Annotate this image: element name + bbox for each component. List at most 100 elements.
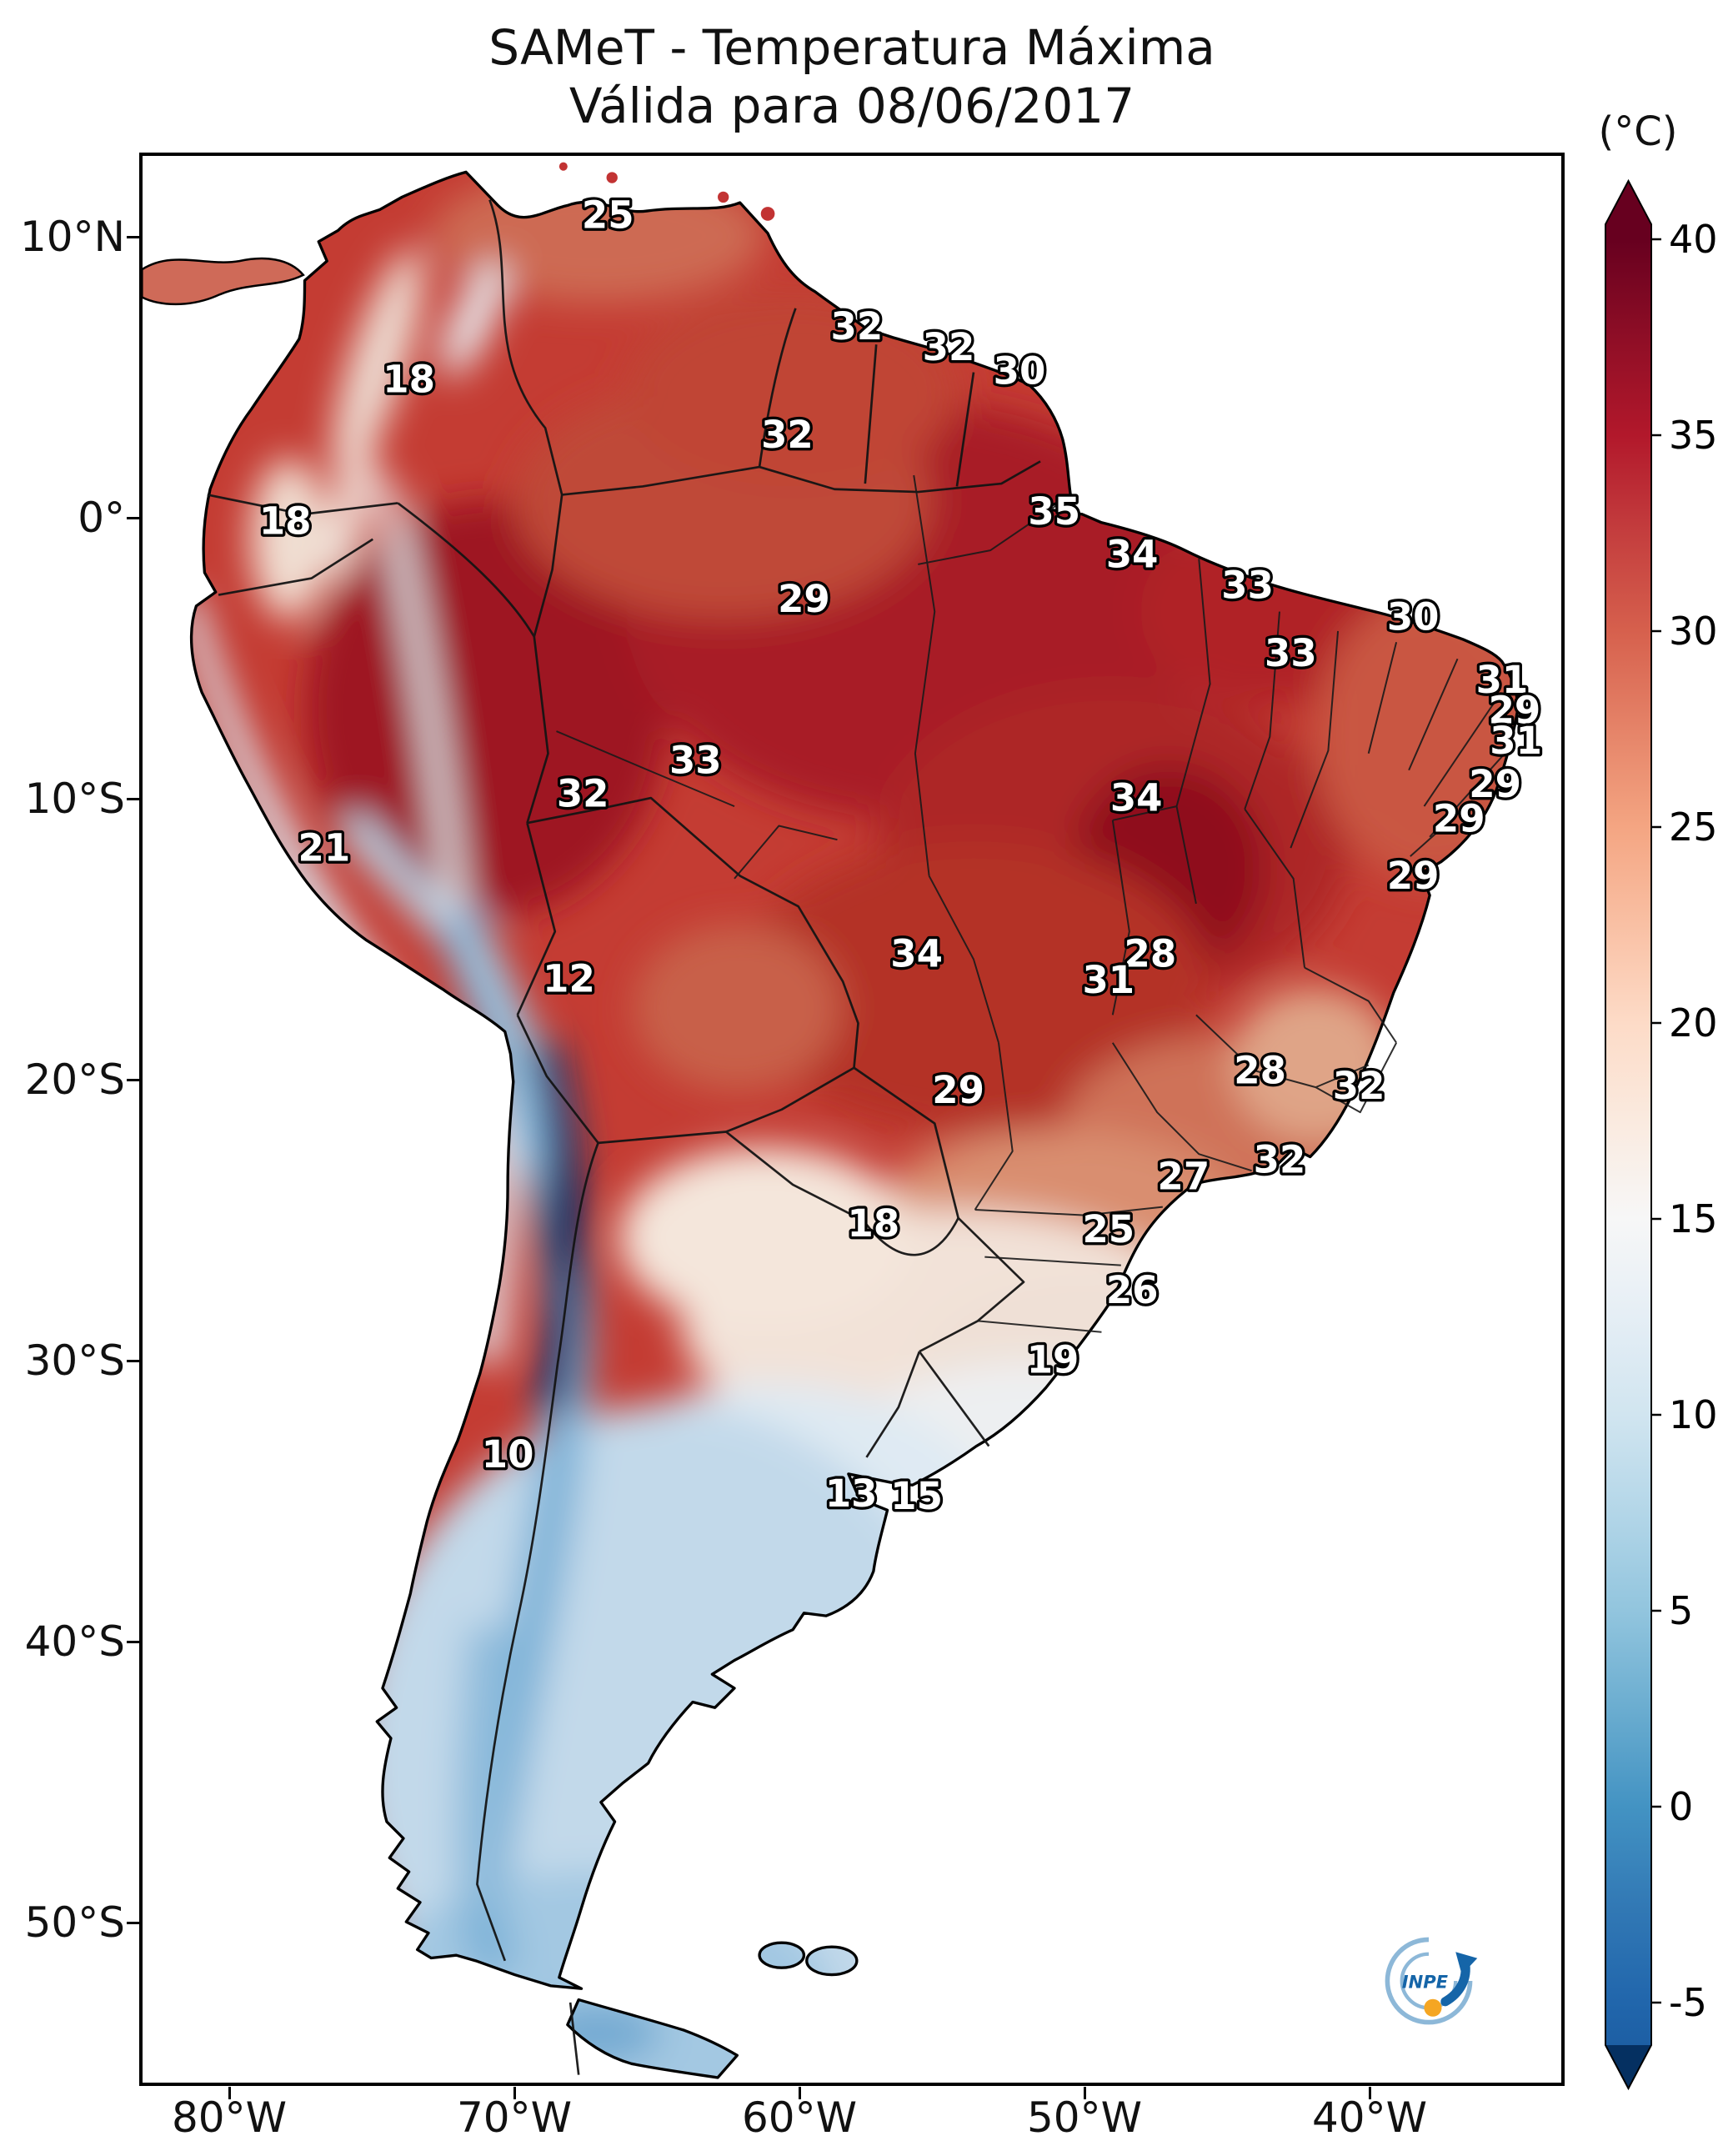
- falkland-island-outline: [758, 1941, 806, 1969]
- y-axis-tick: [127, 236, 139, 238]
- panama-landmass: [141, 162, 775, 306]
- tierra-del-fuego-outline: [566, 1998, 739, 2079]
- coastline: [189, 170, 1520, 2079]
- temp-label: 26: [1106, 1268, 1159, 1312]
- temp-label: 29: [1387, 854, 1440, 898]
- x-axis-label: 40°W: [1311, 2093, 1428, 2142]
- colorbar-tick-label: 25: [1669, 805, 1718, 850]
- temp-label: 15: [890, 1474, 943, 1518]
- temp-label: 29: [1469, 762, 1521, 806]
- y-axis-tick: [127, 517, 139, 519]
- y-axis-tick: [127, 1360, 139, 1362]
- colorbar-tick-label: -5: [1669, 1980, 1707, 2025]
- temp-label: 34: [890, 931, 943, 975]
- temp-label: 18: [383, 357, 435, 401]
- temp-label: 33: [1265, 631, 1317, 675]
- x-axis-tick: [799, 2087, 801, 2099]
- temp-label: 25: [1082, 1207, 1134, 1251]
- temp-label: 32: [1254, 1137, 1306, 1181]
- temp-label: 32: [923, 325, 975, 369]
- temp-label: 29: [778, 577, 830, 621]
- y-axis-label: 20°S: [24, 1055, 125, 1104]
- colorbar-outline: [1605, 179, 1652, 2090]
- temp-label: 29: [932, 1068, 984, 1112]
- y-axis-tick: [127, 1922, 139, 1924]
- temp-label: 18: [259, 499, 312, 544]
- temp-label: 29: [1489, 689, 1541, 733]
- colorbar-over-arrow: [1605, 181, 1651, 224]
- country-borders: [207, 199, 1041, 2075]
- temp-label: 32: [1333, 1064, 1385, 1108]
- colorbar-tick-label: 0: [1669, 1784, 1693, 1829]
- logo-arrowhead: [1455, 1952, 1478, 1975]
- colorbar-gradient: [1605, 224, 1651, 2045]
- temp-label: 33: [1221, 563, 1274, 607]
- falkland-island-outline: [805, 1945, 859, 1977]
- colorbar-tick-label: 20: [1669, 1000, 1718, 1045]
- colorbar-ticks: 40 35 30 25 20 15 10 5 0 -5: [1651, 217, 1718, 2025]
- colorbar-tick-label: 40: [1669, 217, 1718, 262]
- colorbar-tick-label: 15: [1669, 1196, 1718, 1241]
- x-axis-tick: [228, 2087, 231, 2099]
- logo-outer-swirl: [1385, 1937, 1473, 2025]
- colorbar-unit-label: (°C): [1598, 108, 1678, 155]
- colorbar-under-arrow: [1605, 2045, 1651, 2088]
- temp-label: 25: [582, 193, 634, 238]
- colorbar-tick-label: 35: [1669, 413, 1718, 458]
- y-axis-label: 50°S: [24, 1898, 125, 1947]
- x-axis-label: 50°W: [1026, 2093, 1143, 2142]
- x-axis-label: 60°W: [741, 2093, 858, 2142]
- temp-label: 34: [1106, 533, 1159, 577]
- y-axis-label: 10°N: [19, 213, 125, 261]
- temp-label: 32: [761, 413, 814, 457]
- temp-label: 12: [543, 956, 595, 1000]
- logo-text: INPE: [1402, 1972, 1449, 1993]
- temp-label: 35: [1028, 489, 1080, 534]
- caribbean-island: [760, 207, 775, 221]
- x-axis-tick: [1084, 2087, 1086, 2099]
- temp-label: 31: [1490, 719, 1542, 763]
- y-axis-tick: [127, 1641, 139, 1643]
- temp-label: 33: [669, 739, 722, 783]
- logo-orange-dot: [1424, 1998, 1442, 2017]
- x-axis-tick: [513, 2087, 516, 2099]
- caribbean-island: [718, 191, 729, 203]
- y-axis-label: 0°: [78, 494, 125, 542]
- temp-label: 27: [1158, 1154, 1210, 1198]
- page-subtitle: Válida para 08/06/2017: [568, 78, 1135, 134]
- temp-label: 10: [482, 1432, 534, 1477]
- y-axis-label: 10°S: [24, 775, 125, 823]
- y-axis-label: 40°S: [24, 1617, 125, 1666]
- temp-label: 13: [825, 1472, 878, 1516]
- x-axis-label: 70°W: [456, 2093, 573, 2142]
- temperature-field: [191, 172, 1518, 2078]
- map-frame: [139, 153, 1565, 2086]
- temp-label: 18: [848, 1201, 900, 1246]
- x-axis-label: 80°W: [171, 2093, 288, 2142]
- caribbean-island: [558, 162, 568, 171]
- page-title: SAMeT - Temperatura Máxima: [488, 19, 1215, 76]
- temp-label: 31: [1476, 658, 1529, 702]
- temp-label: 30: [1387, 595, 1440, 639]
- temp-label: 32: [557, 772, 609, 816]
- colorbar-tick-label: 30: [1669, 609, 1718, 654]
- temp-label: 28: [1124, 931, 1177, 975]
- y-axis-label: 30°S: [24, 1336, 125, 1385]
- caribbean-island: [606, 172, 618, 183]
- temp-label: 32: [831, 304, 884, 348]
- state-borders: [556, 474, 1506, 1333]
- temp-label: 34: [1110, 776, 1163, 820]
- temp-label: 28: [1234, 1049, 1286, 1093]
- x-axis-tick: [1369, 2087, 1371, 2099]
- y-axis-tick: [127, 1079, 139, 1081]
- colorbar-tick-label: 5: [1669, 1588, 1693, 1633]
- y-axis-tick: [127, 798, 139, 800]
- temp-label: 21: [298, 826, 351, 870]
- colorbar: 40 35 30 25 20 15 10 5 0 -5: [1605, 179, 1718, 2090]
- inpe-logo: INPE: [1385, 1937, 1478, 2025]
- temp-label: 29: [1433, 797, 1485, 841]
- colorbar-tick-label: 10: [1669, 1392, 1718, 1437]
